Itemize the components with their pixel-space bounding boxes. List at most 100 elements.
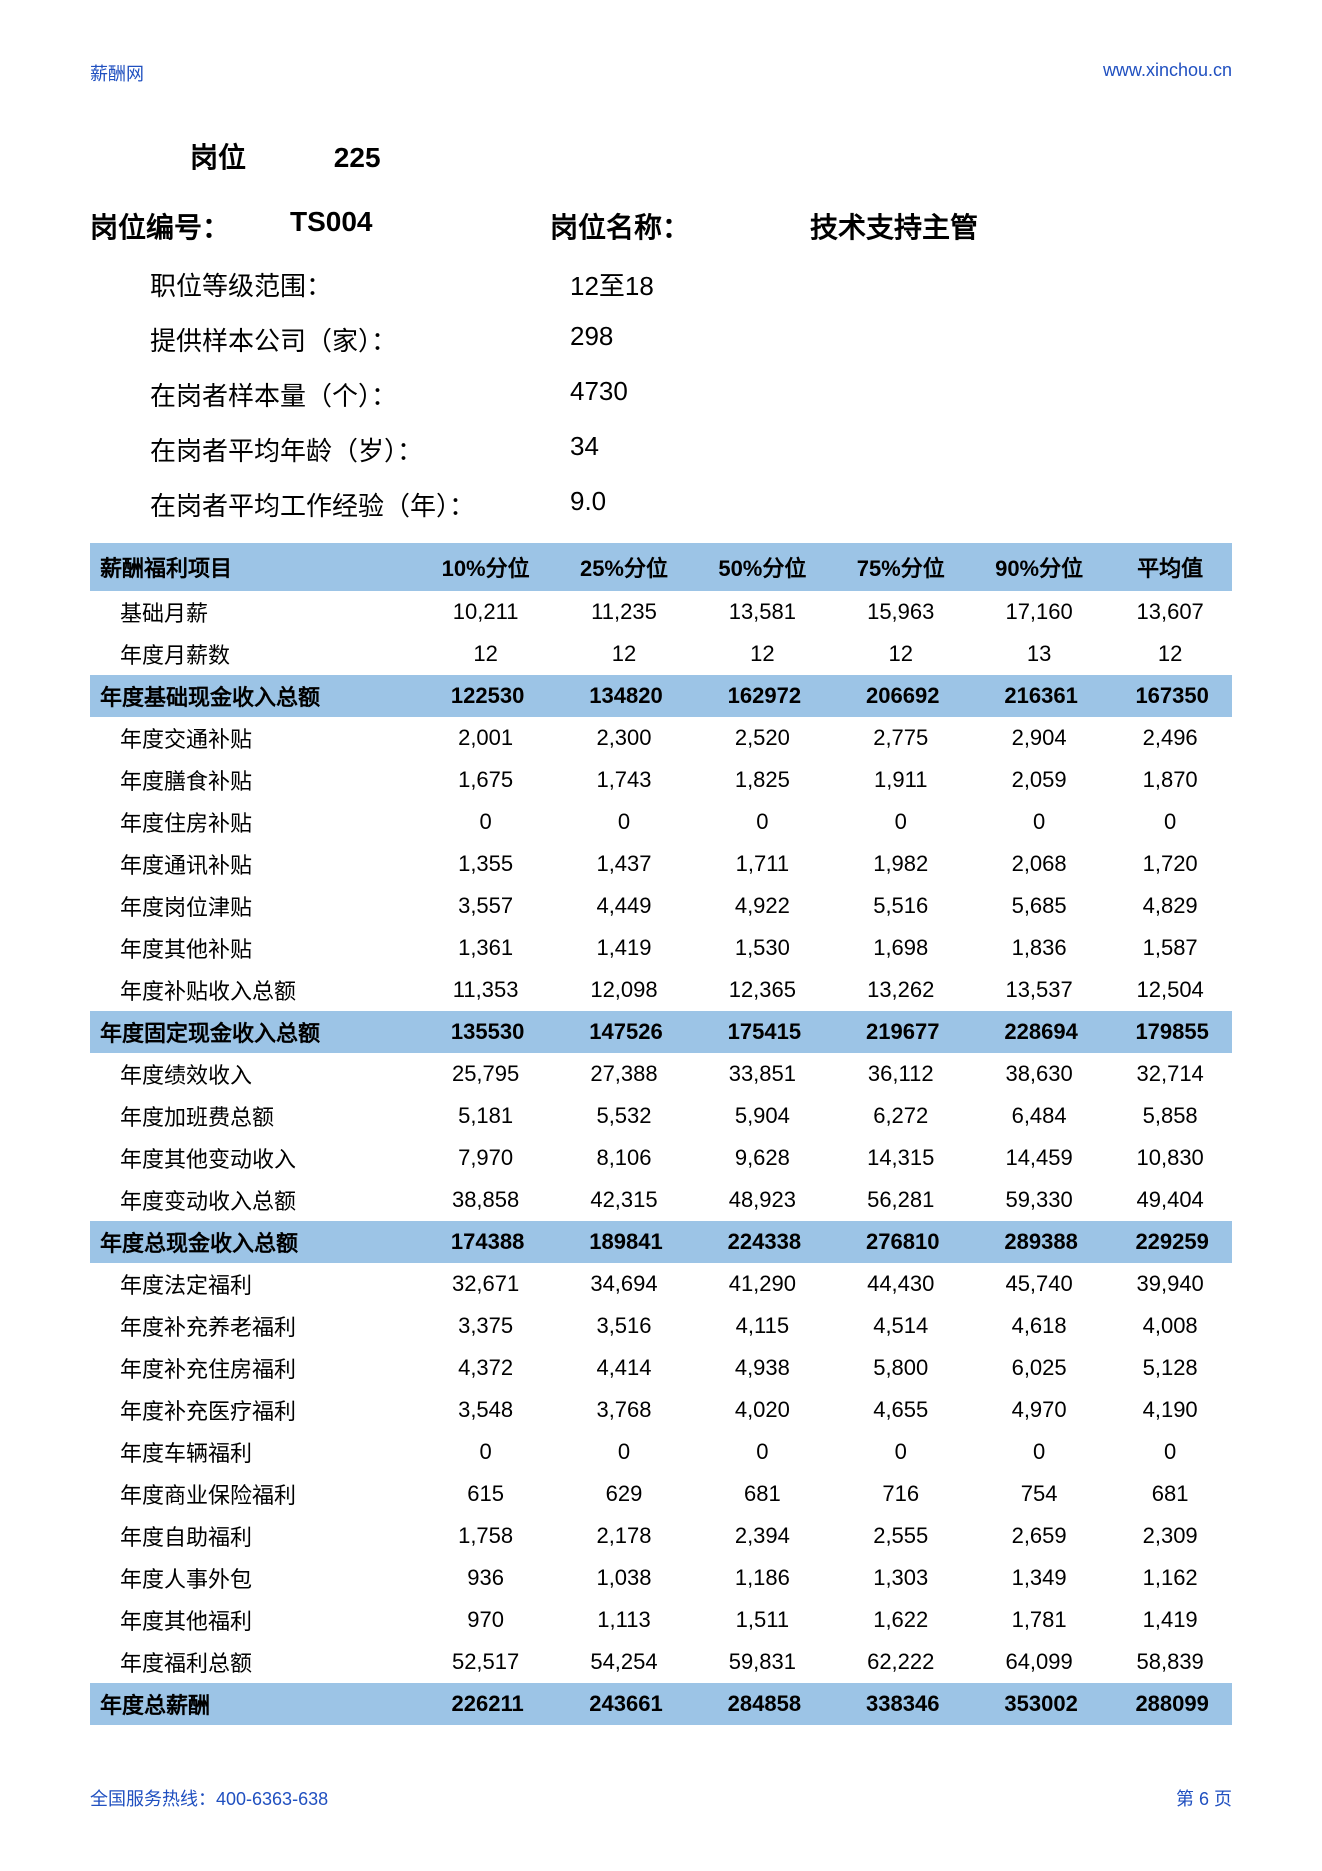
table-cell: 10,830 (1108, 1137, 1232, 1179)
table-cell: 6,484 (970, 1095, 1108, 1137)
table-cell: 289388 (970, 1221, 1108, 1263)
table-cell: 216361 (970, 675, 1108, 717)
info-value: 298 (570, 321, 1232, 358)
table-row: 基础月薪10,21111,23513,58115,96317,16013,607 (90, 591, 1232, 633)
section-row: 年度固定现金收入总额135530147526175415219677228694… (90, 1011, 1232, 1053)
table-header: 薪酬福利项目 (90, 543, 416, 591)
table-row: 年度其他福利9701,1131,5111,6221,7811,419 (90, 1599, 1232, 1641)
table-cell: 年度绩效收入 (90, 1053, 416, 1095)
table-cell: 0 (416, 801, 554, 843)
table-cell: 13,607 (1108, 591, 1232, 633)
table-cell: 年度基础现金收入总额 (90, 675, 416, 717)
table-cell: 1,530 (693, 927, 831, 969)
table-cell: 1,419 (1108, 1599, 1232, 1641)
section-row: 年度基础现金收入总额122530134820162972206692216361… (90, 675, 1232, 717)
table-cell: 年度补充医疗福利 (90, 1389, 416, 1431)
table-cell: 1,781 (970, 1599, 1108, 1641)
table-cell: 13,537 (970, 969, 1108, 1011)
info-value: 4730 (570, 376, 1232, 413)
table-cell: 284858 (693, 1683, 831, 1725)
table-cell: 3,768 (555, 1389, 693, 1431)
position-number: 225 (334, 142, 381, 174)
table-cell: 59,831 (693, 1641, 831, 1683)
table-cell: 0 (416, 1431, 554, 1473)
table-cell: 4,449 (555, 885, 693, 927)
table-cell: 0 (970, 801, 1108, 843)
table-row: 年度自助福利1,7582,1782,3942,5552,6592,309 (90, 1515, 1232, 1557)
table-cell: 167350 (1108, 675, 1232, 717)
table-cell: 2,059 (970, 759, 1108, 801)
section-row: 年度总薪酬22621124366128485833834635300228809… (90, 1683, 1232, 1725)
table-cell: 1,743 (555, 759, 693, 801)
table-cell: 629 (555, 1473, 693, 1515)
table-row: 年度岗位津贴3,5574,4494,9225,5165,6854,829 (90, 885, 1232, 927)
table-cell: 936 (416, 1557, 554, 1599)
table-cell: 1,825 (693, 759, 831, 801)
table-cell: 2,904 (970, 717, 1108, 759)
table-cell: 58,839 (1108, 1641, 1232, 1683)
table-row: 年度通讯补贴1,3551,4371,7111,9822,0681,720 (90, 843, 1232, 885)
table-cell: 2,659 (970, 1515, 1108, 1557)
table-cell: 年度膳食补贴 (90, 759, 416, 801)
name-value: 技术支持主管 (810, 206, 1232, 246)
table-cell: 224338 (693, 1221, 831, 1263)
table-cell: 716 (832, 1473, 970, 1515)
table-cell: 1,355 (416, 843, 554, 885)
table-cell: 1,038 (555, 1557, 693, 1599)
table-cell: 3,516 (555, 1305, 693, 1347)
table-row: 年度其他补贴1,3611,4191,5301,6981,8361,587 (90, 927, 1232, 969)
table-cell: 年度交通补贴 (90, 717, 416, 759)
table-cell: 2,555 (832, 1515, 970, 1557)
table-cell: 13,581 (693, 591, 831, 633)
table-cell: 34,694 (555, 1263, 693, 1305)
table-cell: 38,858 (416, 1179, 554, 1221)
table-cell: 2,775 (832, 717, 970, 759)
info-row: 在岗者平均工作经验（年）：9.0 (150, 486, 1232, 523)
table-header: 10%分位 (416, 543, 554, 591)
table-row: 年度其他变动收入7,9708,1069,62814,31514,45910,83… (90, 1137, 1232, 1179)
table-cell: 9,628 (693, 1137, 831, 1179)
table-cell: 5,685 (970, 885, 1108, 927)
info-value: 34 (570, 431, 1232, 468)
table-row: 年度膳食补贴1,6751,7431,8251,9112,0591,870 (90, 759, 1232, 801)
table-row: 年度住房补贴000000 (90, 801, 1232, 843)
table-cell: 48,923 (693, 1179, 831, 1221)
table-cell: 2,068 (970, 843, 1108, 885)
table-cell: 10,211 (416, 591, 554, 633)
table-cell: 4,115 (693, 1305, 831, 1347)
table-cell: 179855 (1108, 1011, 1232, 1053)
table-cell: 4,372 (416, 1347, 554, 1389)
table-cell: 243661 (555, 1683, 693, 1725)
table-header: 25%分位 (555, 543, 693, 591)
table-cell: 2,394 (693, 1515, 831, 1557)
table-cell: 2,178 (555, 1515, 693, 1557)
table-cell: 219677 (832, 1011, 970, 1053)
info-value: 12至18 (570, 266, 1232, 303)
table-cell: 年度补充养老福利 (90, 1305, 416, 1347)
table-cell: 年度车辆福利 (90, 1431, 416, 1473)
table-cell: 年度月薪数 (90, 633, 416, 675)
table-cell: 229259 (1108, 1221, 1232, 1263)
table-cell: 年度其他福利 (90, 1599, 416, 1641)
table-cell: 1,836 (970, 927, 1108, 969)
table-cell: 年度岗位津贴 (90, 885, 416, 927)
table-cell: 175415 (693, 1011, 831, 1053)
info-row: 提供样本公司（家）：298 (150, 321, 1232, 358)
table-cell: 12,365 (693, 969, 831, 1011)
table-cell: 年度变动收入总额 (90, 1179, 416, 1221)
table-cell: 年度总薪酬 (90, 1683, 416, 1725)
table-cell: 52,517 (416, 1641, 554, 1683)
table-cell: 276810 (832, 1221, 970, 1263)
table-cell: 54,254 (555, 1641, 693, 1683)
table-cell: 25,795 (416, 1053, 554, 1095)
table-cell: 5,858 (1108, 1095, 1232, 1137)
table-cell: 年度补贴收入总额 (90, 969, 416, 1011)
table-cell: 0 (693, 801, 831, 843)
table-cell: 42,315 (555, 1179, 693, 1221)
table-cell: 4,514 (832, 1305, 970, 1347)
section-row: 年度总现金收入总额1743881898412243382768102893882… (90, 1221, 1232, 1263)
info-label: 在岗者平均年龄（岁）： (150, 431, 570, 468)
table-cell: 56,281 (832, 1179, 970, 1221)
table-cell: 0 (970, 1431, 1108, 1473)
table-cell: 17,160 (970, 591, 1108, 633)
